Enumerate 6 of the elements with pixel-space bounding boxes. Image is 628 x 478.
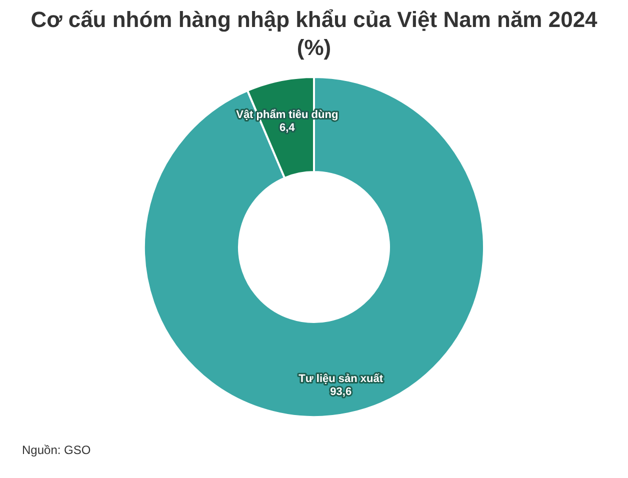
- data-label: 93,6: [330, 386, 352, 398]
- slice-label: Tư liệu sản xuất: [298, 372, 384, 385]
- chart-title: Cơ cấu nhóm hàng nhập khẩu của Việt Nam năm 2024 (%): [30, 6, 598, 62]
- text: Nguồn: GSO: [22, 443, 91, 457]
- donut-slice: [143, 76, 485, 418]
- data-label: 6,4: [279, 122, 296, 134]
